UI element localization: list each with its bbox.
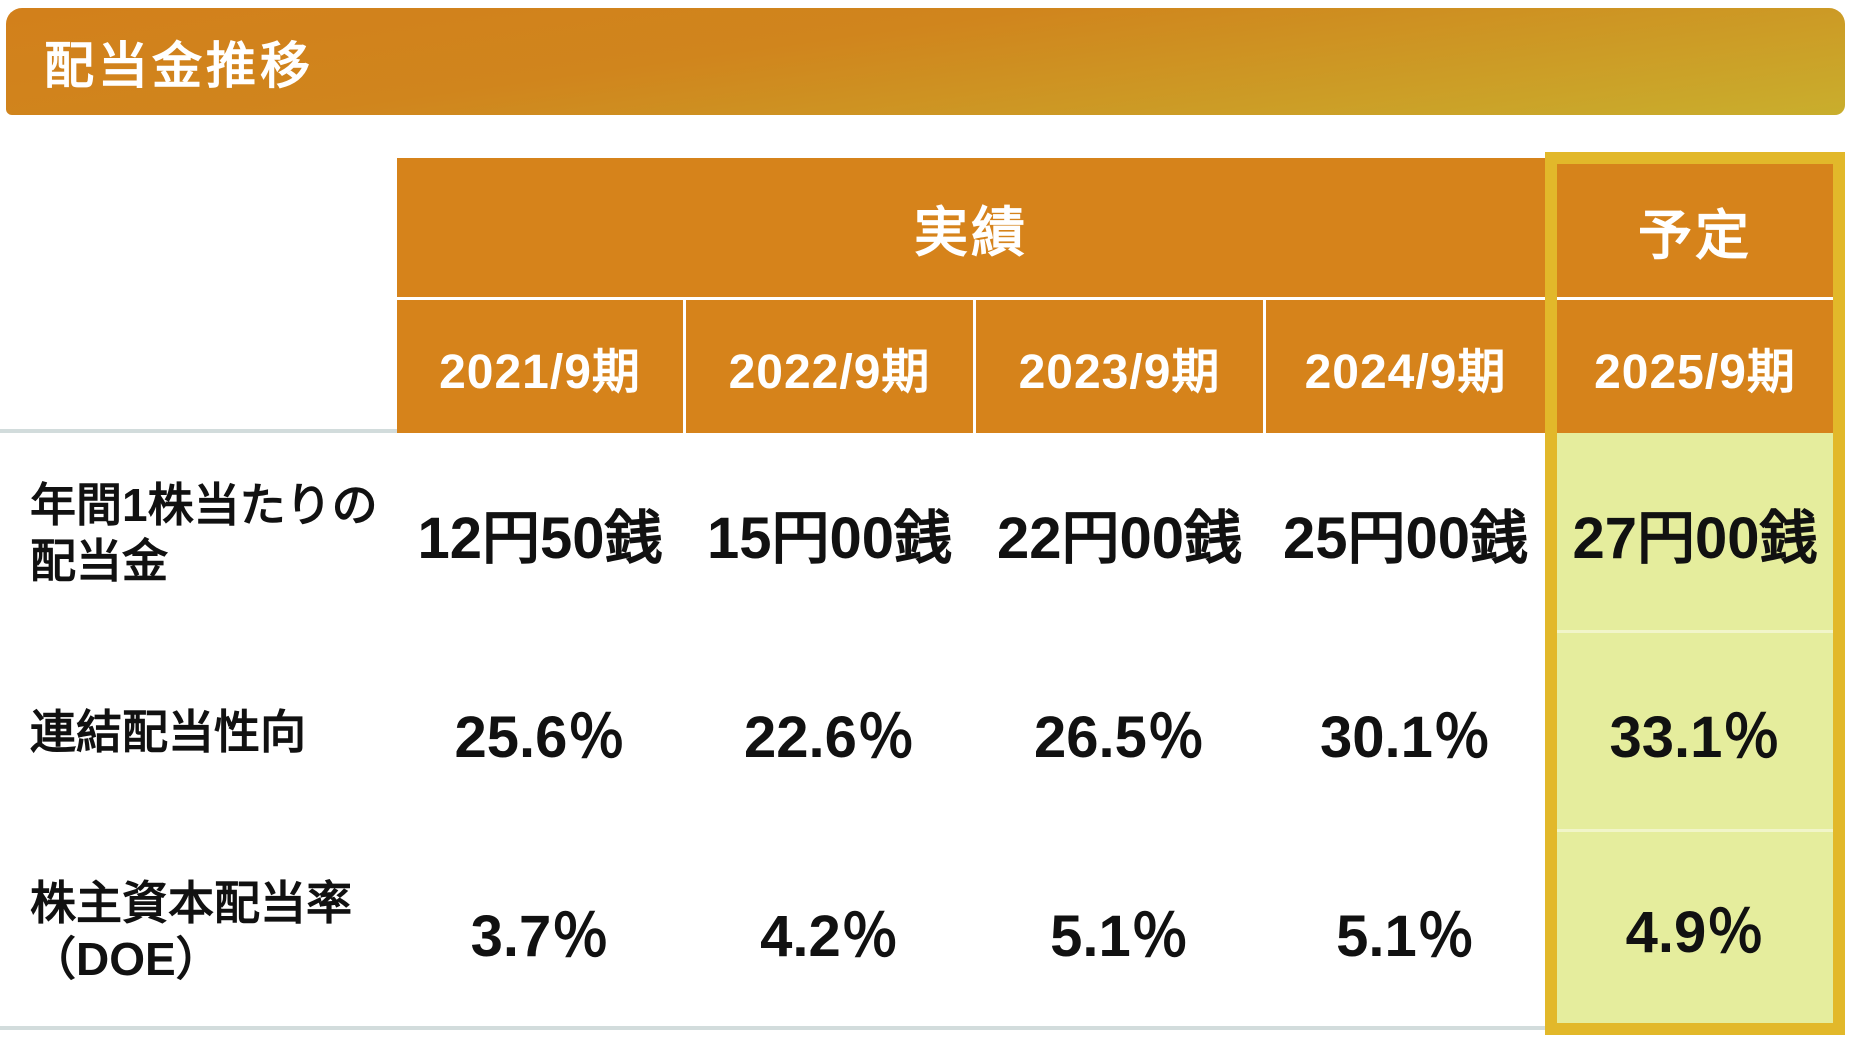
cell-payout-2024: 30.1％ bbox=[1320, 704, 1491, 770]
column-header-2025: 2025/9期 bbox=[1557, 300, 1833, 433]
forecast-row-divider bbox=[1557, 630, 1833, 633]
forecast-row-divider bbox=[1557, 829, 1833, 832]
cell-doe-2022: 4.2％ bbox=[760, 903, 899, 969]
forecast-column-body: 27円00銭 33.1％ 4.9％ bbox=[1557, 433, 1833, 1023]
cell-dividend-2022: 15円00銭 bbox=[706, 505, 953, 571]
cell-doe-2023: 5.1％ bbox=[1050, 903, 1189, 969]
cell-payout-2025: 33.1％ bbox=[1609, 704, 1781, 770]
column-header-2022: 2022/9期 bbox=[686, 300, 973, 433]
cell-dividend-2023: 22円00銭 bbox=[996, 505, 1243, 571]
row-label-line: 配当金 bbox=[30, 534, 168, 587]
cell-payout-2023: 26.5％ bbox=[1034, 704, 1205, 770]
column-header-2024: 2024/9期 bbox=[1266, 300, 1545, 433]
row-label-dividend-per-share: 年間1株当たりの 配当金 bbox=[30, 433, 395, 632]
row-label-line: 年間1株当たりの bbox=[30, 478, 378, 531]
row-label-line: 株主資本配当率 bbox=[30, 876, 352, 929]
header-divider bbox=[1557, 297, 1833, 300]
group-header-planned: 予定 bbox=[1557, 164, 1833, 297]
row-label-line: （DOE） bbox=[30, 932, 222, 985]
group-header-actual: 実績 bbox=[397, 158, 1545, 297]
row-label-doe: 株主資本配当率 （DOE） bbox=[30, 831, 395, 1030]
title-bar: 配当金推移 bbox=[6, 8, 1845, 115]
column-header-2023: 2023/9期 bbox=[976, 300, 1263, 433]
cell-doe-2024: 5.1％ bbox=[1336, 903, 1475, 969]
cell-payout-2021: 25.6％ bbox=[454, 704, 626, 770]
cell-dividend-2025: 27円00銭 bbox=[1572, 505, 1818, 571]
forecast-column-highlight: 予定 2025/9期 27円00銭 33.1％ 4.9％ bbox=[1545, 152, 1845, 1035]
column-header-2021: 2021/9期 bbox=[397, 300, 683, 433]
cell-doe-2025: 4.9％ bbox=[1625, 900, 1765, 965]
cell-doe-2021: 3.7％ bbox=[470, 903, 610, 969]
label-column-top-rule bbox=[0, 429, 397, 433]
row-label-payout-ratio: 連結配当性向 bbox=[30, 632, 395, 831]
table-bottom-rule bbox=[0, 1026, 1548, 1030]
page-title: 配当金推移 bbox=[44, 37, 314, 94]
cell-dividend-2021: 12円50銭 bbox=[417, 505, 663, 571]
row-label-line: 連結配当性向 bbox=[30, 705, 306, 758]
cell-dividend-2024: 25円00銭 bbox=[1282, 505, 1529, 571]
cell-payout-2022: 22.6％ bbox=[744, 704, 915, 770]
